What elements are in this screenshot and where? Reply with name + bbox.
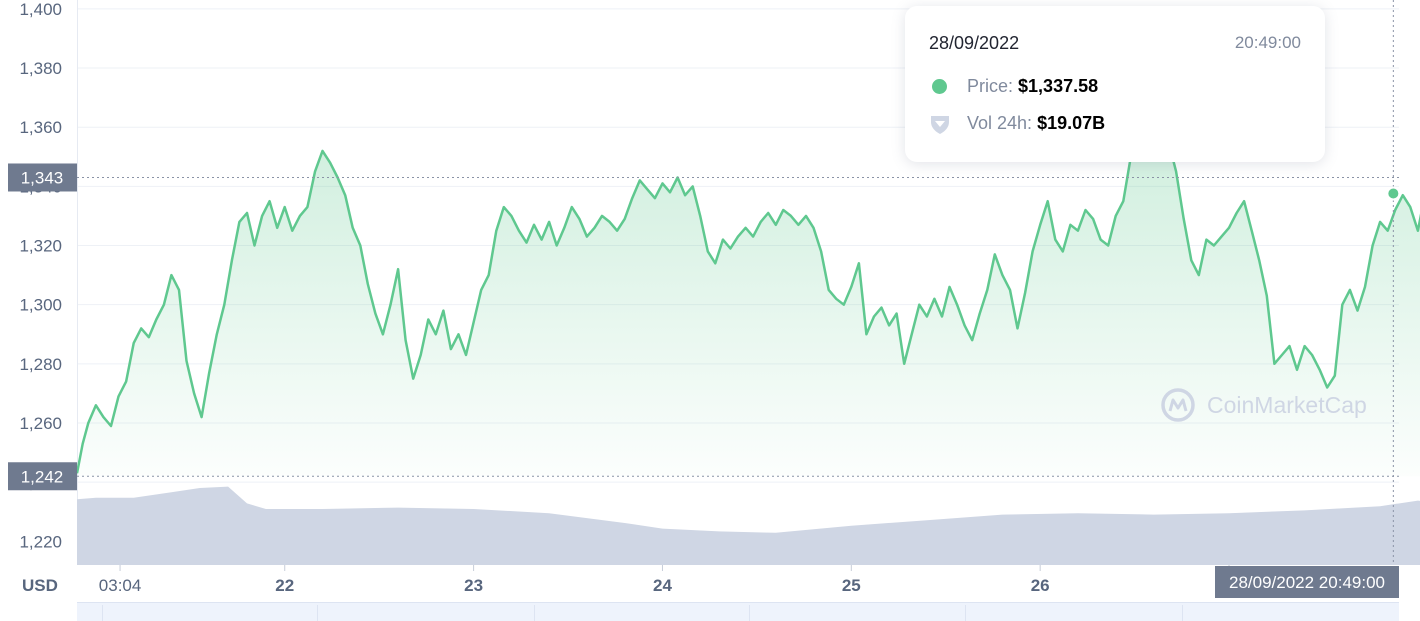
y-tick-label: 1,280 [19, 355, 62, 374]
y-tick-label: 1,380 [19, 59, 62, 78]
x-tick-label: 26 [1031, 576, 1050, 595]
volume-fill [77, 486, 1420, 565]
x-tick-label: 24 [653, 576, 672, 595]
x-tick-label: 22 [275, 576, 294, 595]
tooltip-price-value: $1,337.58 [1018, 76, 1099, 96]
watermark-text: CoinMarketCap [1207, 392, 1367, 418]
x-tick-label: 23 [464, 576, 483, 595]
tooltip-time: 20:49:00 [1234, 33, 1301, 52]
y-tick-label: 1,300 [19, 296, 62, 315]
low-price-tag-text: 1,242 [21, 467, 64, 486]
y-tick-label: 1,220 [19, 532, 62, 551]
price-dot-icon [932, 79, 947, 94]
hover-date-tag: 28/09/2022 20:49:00 [1215, 566, 1399, 598]
tooltip-volume-value: $19.07B [1037, 113, 1106, 133]
y-tick-label: 1,400 [19, 0, 62, 19]
x-tick-label: 25 [842, 576, 861, 595]
y-tick-label: 1,260 [19, 414, 62, 433]
high-price-tag-text: 1,343 [21, 168, 64, 187]
low-price-tag: 1,242 [8, 462, 77, 491]
price-line [75, 66, 1420, 474]
coinmarketcap-watermark: CoinMarketCap [1161, 388, 1367, 422]
x-axis: 03:04222324252627 [99, 565, 1238, 595]
navigator-divider [1182, 605, 1183, 621]
navigator-divider [317, 605, 318, 621]
navigator-divider [534, 605, 535, 621]
navigator-divider [965, 605, 966, 621]
tooltip-price-label: Price: [967, 76, 1014, 96]
tooltip-header: 28/09/2022 20:49:00 [929, 33, 1301, 57]
coinmarketcap-logo-icon [1161, 388, 1195, 422]
plot-left-border [77, 0, 78, 565]
price-area-fill [77, 68, 1420, 477]
x-tick-label: 03:04 [99, 576, 142, 595]
hover-date-tag-text: 28/09/2022 20:49:00 [1229, 573, 1385, 592]
price-tooltip: 28/09/2022 20:49:00 Price: $1,337.58 Vol… [905, 6, 1325, 162]
y-tick-label: 1,320 [19, 237, 62, 256]
hover-point [1386, 186, 1401, 201]
currency-label: USD [22, 576, 58, 595]
range-navigator[interactable] [77, 602, 1399, 621]
y-tick-label: 1,360 [19, 118, 62, 137]
chart-markers [77, 0, 1401, 565]
price-line-path [75, 66, 1420, 474]
navigator-divider [102, 605, 103, 621]
high-price-tag: 1,343 [8, 163, 77, 192]
navigator-divider [749, 605, 750, 621]
price-area [77, 68, 1420, 477]
tooltip-volume-row: Vol 24h: $19.07B [929, 113, 1105, 137]
volume-shield-icon [931, 116, 949, 134]
tooltip-date: 28/09/2022 [929, 33, 1020, 53]
tooltip-price-row: Price: $1,337.58 [929, 76, 1098, 100]
tooltip-volume-label: Vol 24h: [967, 113, 1033, 133]
volume-area [77, 486, 1420, 565]
